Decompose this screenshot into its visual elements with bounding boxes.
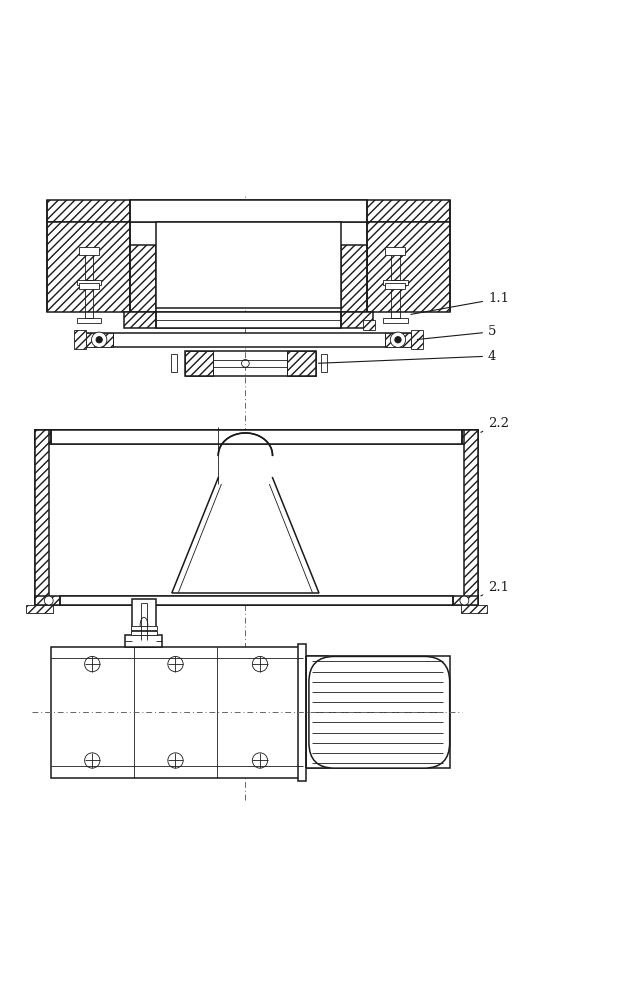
Polygon shape xyxy=(383,280,408,285)
Polygon shape xyxy=(341,245,366,312)
FancyBboxPatch shape xyxy=(309,656,450,768)
Polygon shape xyxy=(86,333,113,347)
Polygon shape xyxy=(35,430,478,444)
Polygon shape xyxy=(26,605,53,613)
Circle shape xyxy=(460,596,469,605)
Polygon shape xyxy=(460,605,488,613)
Circle shape xyxy=(84,753,100,768)
Polygon shape xyxy=(464,430,478,605)
Polygon shape xyxy=(363,320,375,330)
Polygon shape xyxy=(383,318,408,323)
Polygon shape xyxy=(61,596,453,605)
Circle shape xyxy=(168,753,183,768)
Text: 5: 5 xyxy=(417,325,497,339)
Polygon shape xyxy=(35,596,478,605)
Polygon shape xyxy=(185,351,213,376)
Circle shape xyxy=(252,656,268,672)
Text: 2.2: 2.2 xyxy=(481,417,509,432)
Text: 4: 4 xyxy=(318,350,497,363)
Circle shape xyxy=(168,656,183,672)
Polygon shape xyxy=(131,200,366,222)
Text: 1.1: 1.1 xyxy=(411,292,509,314)
Polygon shape xyxy=(298,644,306,781)
Polygon shape xyxy=(156,312,341,328)
Polygon shape xyxy=(384,333,412,347)
Polygon shape xyxy=(126,635,162,647)
Polygon shape xyxy=(48,200,450,222)
Polygon shape xyxy=(366,222,450,312)
Polygon shape xyxy=(86,333,412,347)
Text: 2.1: 2.1 xyxy=(481,581,509,596)
Circle shape xyxy=(395,337,401,343)
Circle shape xyxy=(44,596,53,605)
Polygon shape xyxy=(131,245,156,312)
Ellipse shape xyxy=(140,617,148,633)
Polygon shape xyxy=(131,631,157,635)
Circle shape xyxy=(84,656,100,672)
Polygon shape xyxy=(156,222,341,308)
Polygon shape xyxy=(131,626,157,630)
Polygon shape xyxy=(48,222,131,312)
Circle shape xyxy=(91,332,107,347)
Circle shape xyxy=(252,753,268,768)
Polygon shape xyxy=(35,430,49,605)
Polygon shape xyxy=(386,247,405,255)
Polygon shape xyxy=(77,280,101,285)
Polygon shape xyxy=(77,318,101,323)
Polygon shape xyxy=(79,247,99,255)
Polygon shape xyxy=(132,599,156,647)
Polygon shape xyxy=(412,330,423,349)
Polygon shape xyxy=(386,283,405,289)
Polygon shape xyxy=(124,312,373,328)
Circle shape xyxy=(390,332,406,347)
Polygon shape xyxy=(51,647,303,778)
Polygon shape xyxy=(306,656,450,768)
Polygon shape xyxy=(74,330,86,349)
Polygon shape xyxy=(51,430,462,444)
Polygon shape xyxy=(306,656,328,768)
Polygon shape xyxy=(79,283,99,289)
Polygon shape xyxy=(171,354,177,372)
Polygon shape xyxy=(35,430,478,605)
Polygon shape xyxy=(321,354,327,372)
Circle shape xyxy=(96,337,102,343)
Circle shape xyxy=(242,360,249,367)
Polygon shape xyxy=(287,351,316,376)
